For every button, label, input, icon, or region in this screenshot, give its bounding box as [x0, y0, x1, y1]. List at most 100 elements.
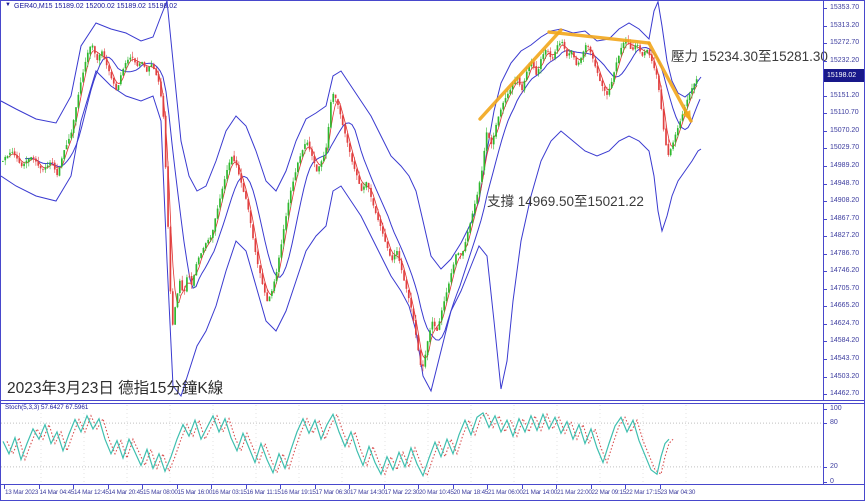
time-tick: [107, 485, 109, 489]
time-tick-label: 17 Mar 22:30: [384, 489, 420, 496]
time-tick: [142, 485, 143, 489]
price-tick-label: 15313.20: [830, 21, 860, 29]
price-tick: [823, 218, 827, 220]
time-tick-label: 15 Mar 16:00: [177, 489, 213, 496]
stoch-level-label: 80: [830, 419, 838, 427]
price-tick: [823, 306, 827, 308]
time-tick-label: 16 Mar 19:15: [281, 489, 316, 496]
time-tick: [383, 485, 385, 489]
price-tick-label: 15110.70: [830, 109, 859, 117]
time-tick-label: 22 Mar 17:15: [626, 489, 661, 496]
price-tick: [823, 253, 827, 255]
price-tick: [823, 376, 827, 378]
price-tick: [823, 43, 827, 45]
stochastic-canvas[interactable]: [1, 403, 823, 484]
time-tick: [487, 485, 488, 489]
time-tick-label: 20 Mar 10:45: [419, 489, 454, 496]
time-tick: [349, 485, 350, 489]
time-tick-label: 23 Mar 04:30: [660, 489, 696, 496]
price-tick-label: 14705.70: [830, 284, 860, 292]
price-tick: [823, 288, 827, 290]
time-tick-label: 16 Mar 11:15: [246, 489, 281, 496]
time-axis[interactable]: 13 Mar 2023 14 Mar 04:45 14 Mar 12:45 14 Ma…: [1, 484, 864, 500]
time-tick-label: 21 Mar 14:00: [522, 489, 558, 496]
time-tick: [452, 485, 454, 489]
price-axis[interactable]: 15353.7015313.2015272.7015232.2015191.70…: [823, 1, 864, 401]
price-tick-label: 14827.20: [830, 232, 860, 240]
stoch-level-label: 100: [830, 404, 842, 412]
time-tick-label: 22 Mar 09:15: [591, 489, 627, 496]
price-axis-line: [823, 1, 824, 484]
price-tick: [823, 165, 827, 167]
price-tick-label: 15070.20: [830, 126, 860, 134]
time-tick-label: 21 Mar 06:00: [488, 489, 523, 496]
time-tick-label: 17 Mar 06:30: [315, 489, 351, 496]
stoch-tick: [823, 408, 827, 410]
chart-caption: 2023年3月23日 德指15分鐘K線: [7, 380, 224, 397]
time-tick: [245, 485, 247, 489]
time-tick-label: 13 Mar 2023: [5, 489, 39, 496]
panel-separator[interactable]: [1, 400, 864, 404]
price-tick: [823, 359, 827, 360]
stoch-tick: [823, 481, 827, 483]
current-price-box: 15198.02: [824, 69, 864, 82]
price-tick: [823, 394, 827, 396]
time-tick-label: 16 Mar 03:15: [212, 489, 247, 496]
time-tick: [4, 485, 5, 489]
symbol-dropdown-icon[interactable]: ▼: [5, 2, 11, 8]
price-tick: [823, 323, 827, 325]
price-tick-label: 15232.20: [830, 56, 860, 64]
price-tick-label: 14665.20: [830, 302, 860, 310]
time-tick: [211, 485, 212, 489]
price-tick-label: 14624.70: [830, 319, 860, 327]
stoch-tick: [823, 423, 827, 425]
main-chart-canvas[interactable]: [1, 1, 823, 401]
price-tick-label: 15151.20: [830, 91, 860, 99]
price-tick-label: 14746.20: [830, 267, 860, 275]
stoch-axis[interactable]: 100 80 20 0: [823, 403, 864, 485]
price-tick-label: 14989.20: [830, 161, 860, 169]
time-tick-label: 14 Mar 12:45: [74, 489, 109, 496]
stoch-tick: [823, 466, 827, 468]
price-tick: [823, 113, 827, 115]
price-tick-label: 14908.20: [830, 197, 860, 204]
price-tick: [823, 201, 827, 202]
price-tick: [823, 130, 827, 132]
time-tick: [314, 485, 316, 489]
resistance-annotation: 壓力 15234.30至15281.30: [671, 49, 828, 64]
time-tick: [73, 485, 74, 489]
price-tick-label: 14948.70: [830, 179, 860, 187]
price-tick: [823, 183, 827, 185]
time-tick: [176, 485, 178, 489]
time-tick-label: 21 Mar 22:00: [557, 489, 592, 496]
time-tick: [556, 485, 557, 489]
time-tick: [280, 485, 281, 489]
chart-title: GER40,M15 15189.02 15200.02 15189.02 151…: [14, 3, 178, 10]
price-tick-label: 15272.70: [830, 39, 860, 47]
time-tick: [521, 485, 523, 489]
time-tick: [590, 485, 592, 489]
price-tick: [823, 271, 827, 273]
price-tick-label: 14786.70: [830, 249, 860, 257]
price-tick: [823, 148, 827, 150]
time-tick: [625, 485, 626, 489]
time-tick-label: 14 Mar 20:45: [108, 489, 144, 496]
time-tick: [418, 485, 419, 489]
stoch-level-label: 0: [830, 477, 834, 485]
time-tick-label: 20 Mar 18:45: [453, 489, 489, 496]
time-tick: [38, 485, 40, 489]
price-tick-label: 14503.20: [830, 372, 860, 380]
price-tick: [823, 341, 827, 343]
price-tick-label: 14584.20: [830, 337, 860, 345]
time-tick-label: 14 Mar 04:45: [39, 489, 75, 496]
time-tick: [659, 485, 661, 489]
price-tick-label: 14867.70: [830, 214, 860, 222]
time-tick-label: 15 Mar 08:00: [143, 489, 178, 496]
price-tick: [823, 236, 827, 238]
price-tick: [823, 60, 827, 62]
price-tick: [823, 8, 827, 9]
price-tick-label: 15353.70: [830, 4, 860, 11]
time-tick-label: 17 Mar 14:30: [350, 489, 385, 496]
price-tick: [823, 25, 827, 27]
